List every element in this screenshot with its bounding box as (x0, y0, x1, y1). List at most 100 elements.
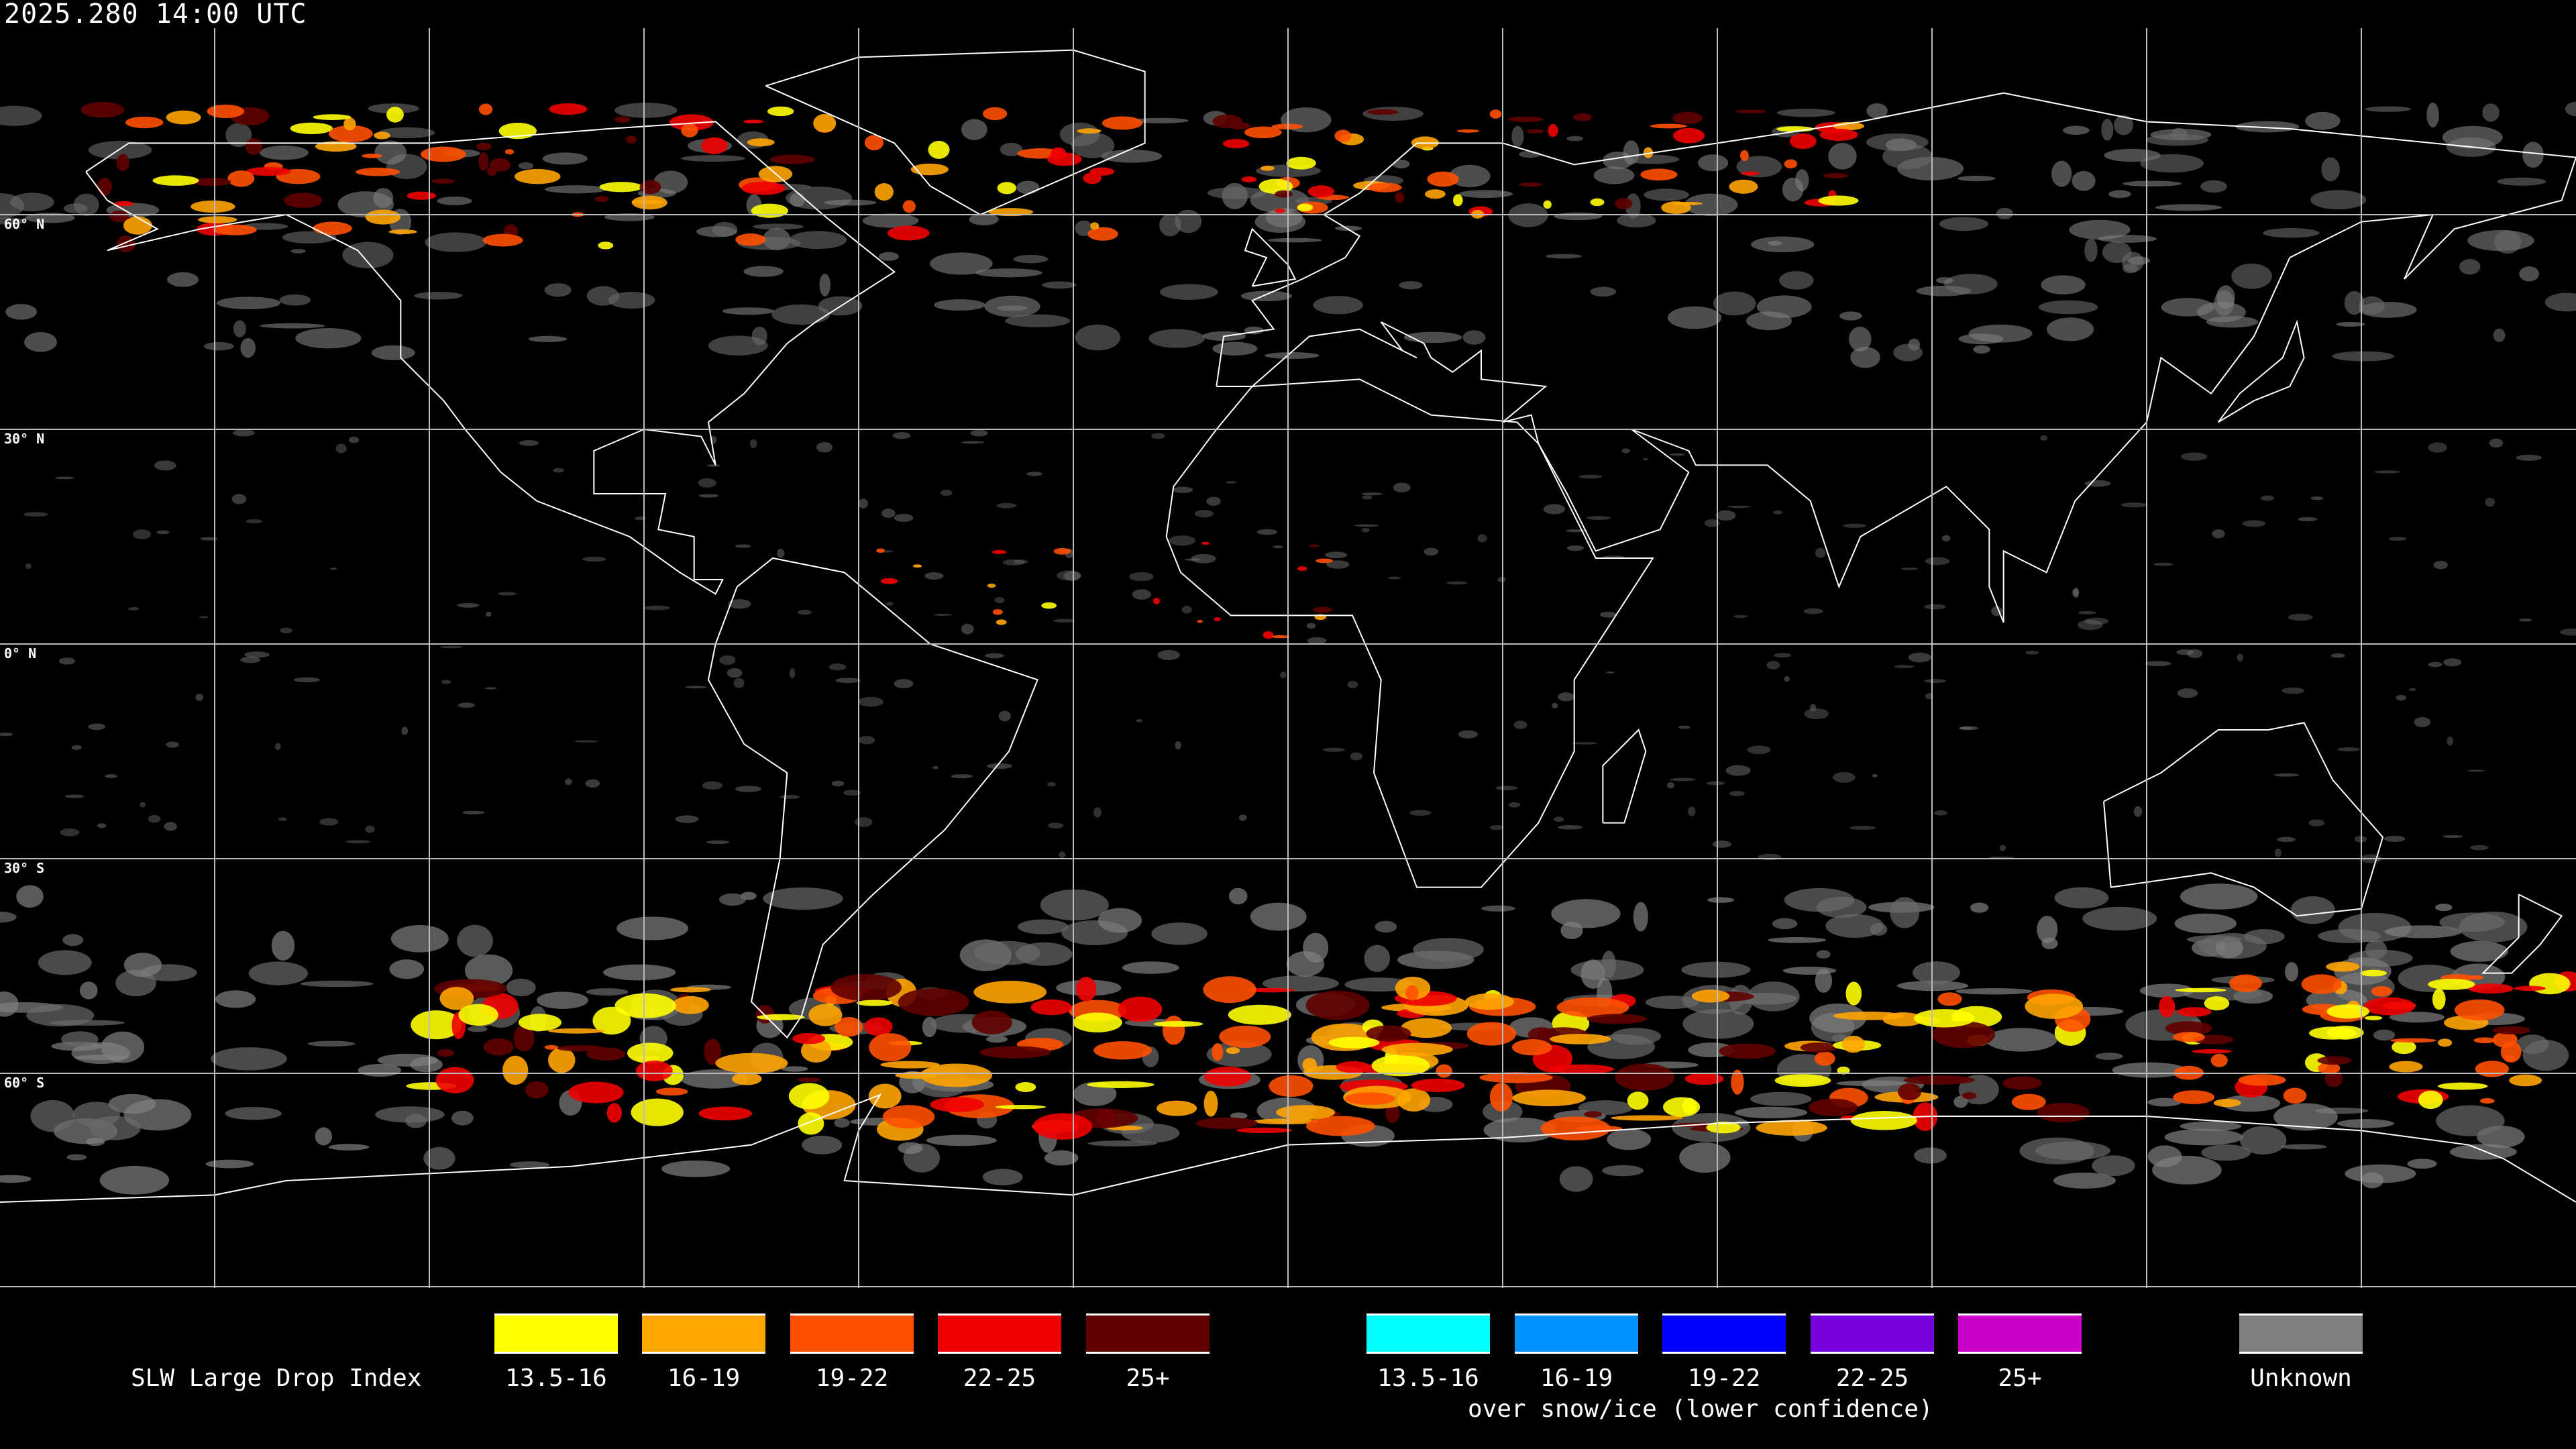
cloud-patch (2318, 1062, 2341, 1074)
cloud-patch (798, 1112, 824, 1135)
cloud-patch (1077, 128, 1102, 134)
cloud-patch (1559, 1166, 1593, 1192)
cloud-patch (1030, 999, 1073, 1016)
cloud-patch (2140, 154, 2204, 173)
cloud-patch (862, 213, 919, 228)
cloud-patch (2277, 837, 2296, 843)
cloud-patch (2298, 517, 2318, 522)
cloud-patch (1554, 212, 1603, 221)
cloud-patch (1706, 781, 1725, 786)
cloud-patch (60, 828, 80, 837)
cloud-patch (38, 950, 92, 975)
cloud-patch (2145, 133, 2209, 146)
cloud-patch (1848, 327, 1872, 352)
cloud-patch (411, 1010, 462, 1040)
cloud-patch (2173, 1090, 2215, 1104)
cloud-patch (681, 123, 698, 138)
cloud-patch (1258, 178, 1293, 195)
cloud-patch (1773, 510, 1783, 515)
cloud-patch (930, 252, 993, 275)
cloud-patch (389, 959, 425, 979)
cloud-patch (984, 295, 1040, 317)
cloud-patch (1679, 1142, 1731, 1173)
cloud-patch (246, 166, 291, 176)
cloud-patch (1849, 826, 1876, 830)
cloud-patch (2280, 1144, 2327, 1150)
cloud-patch (1615, 1063, 1675, 1091)
cloud-patch (1999, 845, 2006, 851)
cloud-patch (1203, 976, 1256, 1004)
cloud-patch (1083, 172, 1102, 184)
cloud-patch (313, 221, 352, 235)
cloud-patch (504, 149, 515, 155)
cloud-patch (2073, 587, 2080, 598)
cloud-patch (2443, 658, 2462, 667)
cloud-patch (2243, 928, 2285, 945)
cloud-patch (788, 1083, 830, 1110)
cloud-patch (1089, 167, 1115, 176)
cloud-patch (2371, 985, 2392, 997)
cloud-patch (2274, 848, 2282, 857)
cloud-patch (1914, 1147, 1947, 1164)
cloud-patch (2436, 1105, 2505, 1136)
cloud-patch (1073, 1081, 1117, 1106)
cloud-patch (885, 602, 894, 606)
cloud-patch (2565, 101, 2576, 117)
cloud-patch (1566, 136, 1584, 142)
cloud-patch (2237, 653, 2244, 662)
cloud-patch (1015, 1082, 1036, 1092)
cloud-patch (1545, 254, 1582, 259)
cloud-patch (514, 168, 561, 184)
cloud-patch (407, 191, 437, 200)
cloud-patch (831, 780, 845, 787)
cloud-patch (97, 178, 113, 196)
cloud-patch (1774, 653, 1791, 658)
cloud-patch (1543, 200, 1552, 209)
cloud-patch (2053, 1172, 2116, 1189)
cloud-patch (451, 1110, 474, 1126)
cloud-patch (2384, 925, 2463, 938)
cloud-patch (1727, 505, 1751, 508)
cloud-patch (1271, 635, 1290, 639)
cloud-patch (1828, 143, 1857, 170)
cloud-patch (1129, 572, 1154, 582)
cloud-patch (1381, 1042, 1453, 1057)
swatch-orange (642, 1313, 765, 1354)
cloud-patch (105, 774, 117, 778)
cloud-patch (856, 1000, 893, 1006)
cloud-patch (1810, 704, 1817, 712)
cloud-patch (997, 182, 1017, 195)
cloud-patch (2317, 1056, 2352, 1065)
cloud-patch (715, 1053, 788, 1073)
cloud-patch (819, 273, 830, 297)
cloud-patch (887, 225, 930, 241)
cloud-patch (1132, 117, 1189, 123)
cloud-patch (985, 1035, 1008, 1043)
cloud-patch (295, 328, 362, 349)
cloud-patch (2337, 1119, 2394, 1128)
cloud-patch (457, 602, 480, 608)
cloud-patch (743, 266, 784, 277)
cloud-patch (2204, 996, 2230, 1011)
cloud-patch (747, 138, 775, 147)
cloud-patch (1507, 116, 1544, 122)
cloud-patch (2326, 961, 2360, 972)
cloud-patch (582, 556, 606, 562)
legend-subtitle: over snow/ice (lower confidence) (1468, 1395, 1933, 1423)
cloud-patch (335, 443, 347, 453)
cloud-patch (423, 1146, 455, 1170)
cloud-patch (1556, 997, 1629, 1018)
cloud-patch (365, 209, 401, 225)
cloud-patch (374, 140, 407, 165)
cloud-patch (635, 1061, 673, 1081)
cloud-patch (545, 185, 607, 194)
legend-label: 25+ (1998, 1364, 2042, 1392)
cloud-patch (2437, 1038, 2453, 1047)
cloud-patch (585, 779, 600, 788)
cloud-patch (1735, 109, 1766, 113)
cloud-patch (2263, 228, 2320, 238)
cloud-patch (1973, 345, 1990, 354)
cloud-patch (751, 203, 788, 218)
cloud-patch (2145, 661, 2171, 667)
cloud-patch (2152, 1155, 2222, 1185)
